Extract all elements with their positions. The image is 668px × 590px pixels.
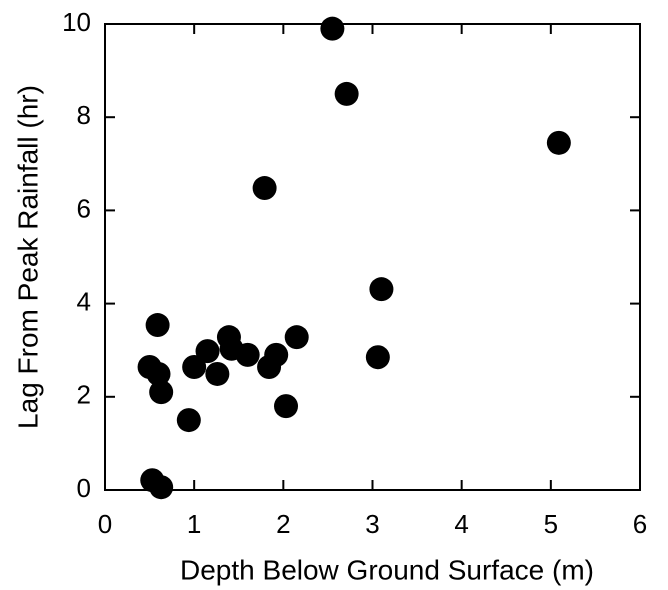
point [146, 361, 171, 386]
x-tick-label: 1 [187, 509, 201, 539]
point [235, 342, 260, 367]
point [145, 313, 170, 338]
point [205, 361, 230, 386]
y-axis-label: Lag From Peak Rainfall (hr) [12, 85, 43, 429]
point [182, 354, 207, 379]
point [149, 475, 174, 500]
point [365, 345, 390, 370]
point [195, 339, 220, 364]
x-tick-label: 3 [365, 509, 379, 539]
point [320, 16, 345, 41]
y-tick-label: 0 [77, 473, 91, 503]
x-axis-label: Depth Below Ground Surface (m) [180, 554, 594, 585]
point [149, 380, 174, 405]
point [252, 176, 277, 201]
point [176, 408, 201, 433]
y-tick-label: 8 [77, 100, 91, 130]
x-tick-label: 6 [633, 509, 647, 539]
x-tick-label: 4 [454, 509, 468, 539]
point [274, 394, 299, 419]
x-tick-label: 5 [544, 509, 558, 539]
y-tick-label: 4 [77, 286, 91, 316]
point [284, 325, 309, 350]
point [334, 81, 359, 106]
point [369, 277, 394, 302]
y-tick-label: 6 [77, 193, 91, 223]
point [257, 354, 282, 379]
y-tick-label: 10 [62, 7, 91, 37]
x-tick-label: 0 [98, 509, 112, 539]
point [546, 130, 571, 155]
x-tick-label: 2 [276, 509, 290, 539]
y-tick-label: 2 [77, 380, 91, 410]
